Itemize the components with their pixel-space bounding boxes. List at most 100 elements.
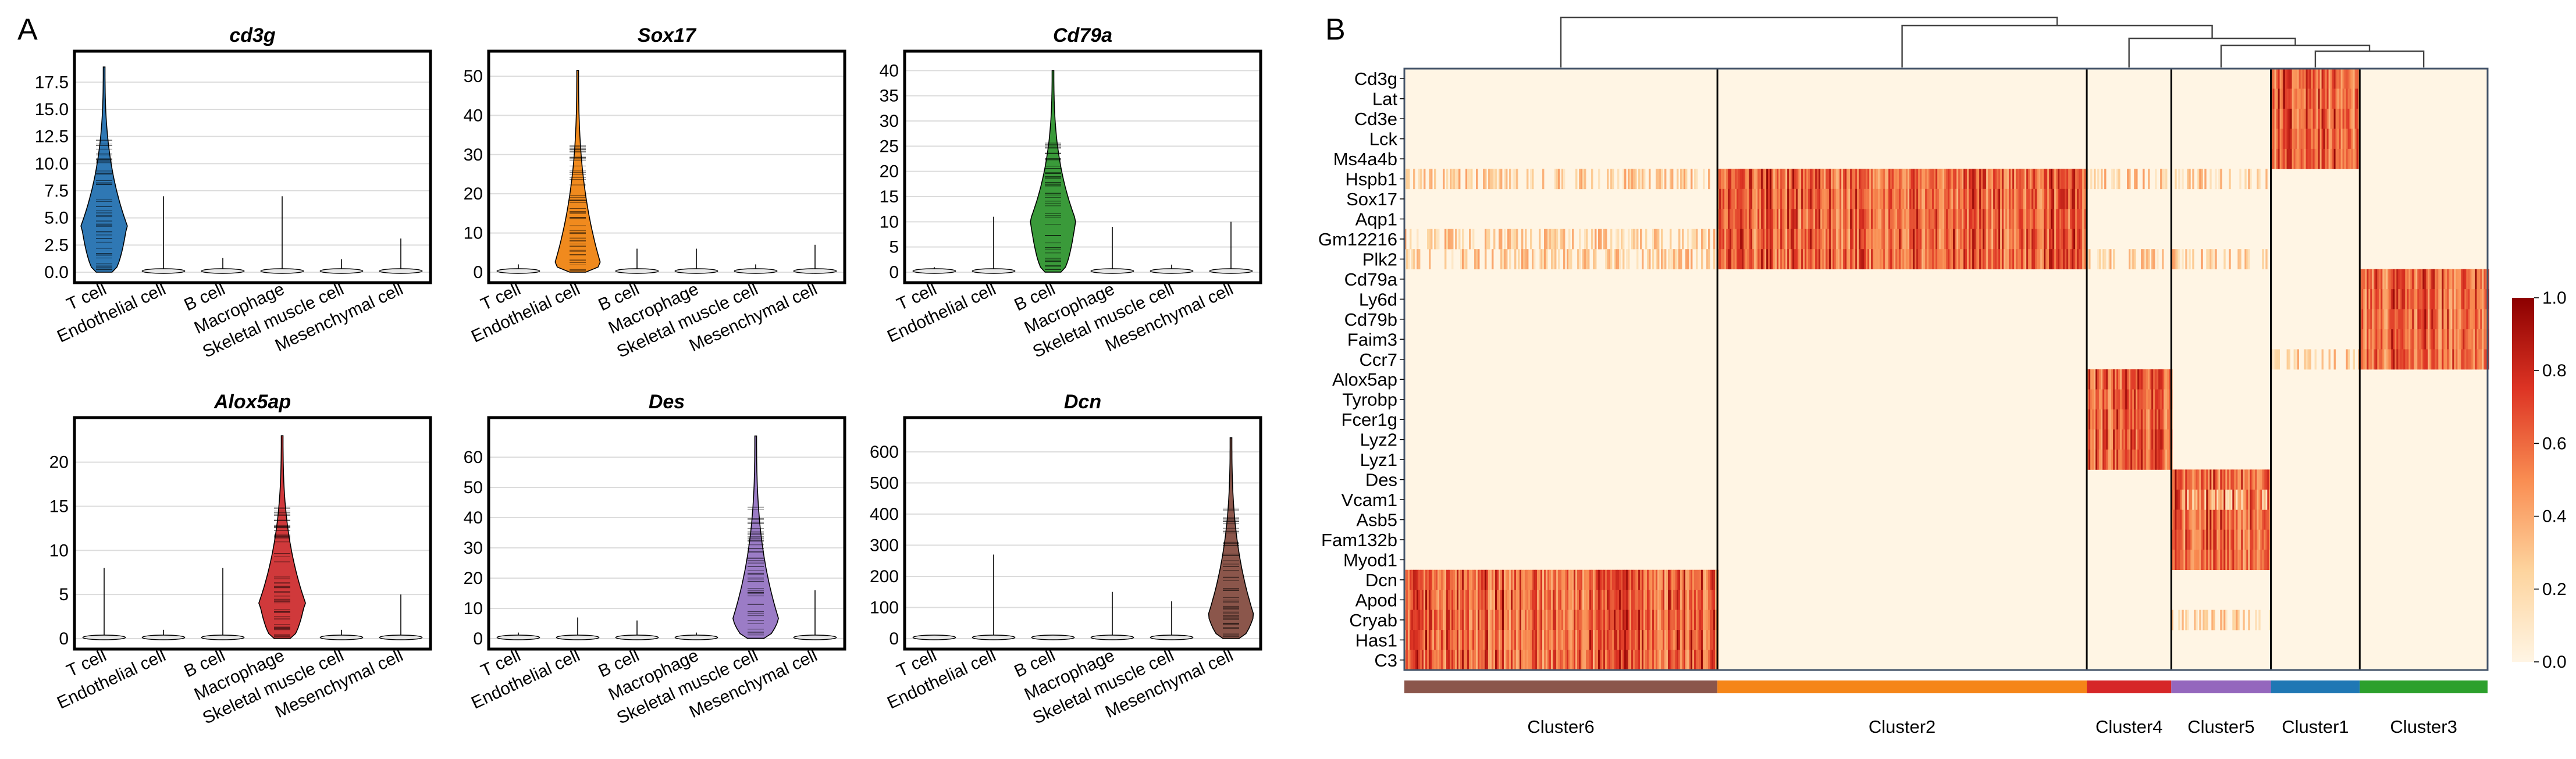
heatmap-cell — [2075, 169, 2077, 190]
heatmap-cell — [1527, 630, 1529, 650]
violin-body — [141, 268, 186, 274]
heatmap-cell — [2082, 209, 2084, 230]
heatmap-cell — [1864, 249, 1866, 270]
heatmap-cell — [2104, 409, 2107, 430]
heatmap-cell — [2000, 169, 2002, 190]
violin-skeletal-muscle-cell — [734, 264, 778, 274]
heatmap-cell — [2274, 108, 2276, 129]
heatmap-cell — [2127, 449, 2129, 470]
heatmap-cell — [2255, 469, 2257, 490]
heatmap-cell — [1609, 630, 1611, 650]
heatmap-cell — [2158, 409, 2161, 430]
heatmap-cell — [1687, 650, 1689, 671]
heatmap-cell — [1406, 590, 1408, 610]
violin-macrophage — [258, 435, 306, 639]
heatmap-cell — [2382, 269, 2385, 290]
heatmap-cell — [2073, 229, 2076, 250]
heatmap-cell — [1990, 249, 1992, 270]
heatmap-cell — [1785, 229, 1788, 250]
heatmap-cell — [1635, 590, 1637, 610]
heatmap-cell — [1948, 229, 1950, 250]
violin-body — [379, 635, 423, 640]
heatmap-cell — [2082, 188, 2084, 209]
heatmap-cell — [2332, 148, 2334, 169]
heatmap-cell — [2109, 389, 2112, 410]
heatmap-cell — [1759, 209, 1762, 230]
heatmap-cell — [1904, 209, 1906, 230]
heatmap-cell — [2208, 550, 2210, 571]
heatmap-cell — [1633, 630, 1635, 650]
heatmap-cell — [2176, 529, 2179, 550]
heatmap-cell — [1661, 630, 1663, 650]
heatmap-cell — [1813, 229, 1816, 250]
heatmap-cell — [1923, 169, 1926, 190]
heatmap-cell — [1507, 590, 1510, 610]
heatmap-cell — [1908, 188, 1910, 209]
heatmap-cell — [1749, 209, 1751, 230]
heatmap-cell — [2309, 129, 2311, 149]
violin-frame — [73, 49, 432, 284]
heatmap-cell — [1703, 650, 1705, 671]
heatmap-cell — [1671, 249, 1674, 270]
heatmap-cell — [2201, 169, 2203, 190]
heatmap-cell — [1962, 209, 1964, 230]
heatmap-cell — [1675, 630, 1677, 650]
heatmap-cell — [2167, 369, 2169, 390]
heatmap-cell — [1609, 590, 1611, 610]
heatmap-cell — [1438, 650, 1440, 671]
violin-endothelial-cell — [554, 70, 601, 273]
heatmap-cell — [1817, 229, 1819, 250]
heatmap-cell — [1448, 590, 1450, 610]
heatmap-cell — [1462, 630, 1464, 650]
heatmap-cell — [2157, 389, 2159, 410]
heatmap-cell — [2251, 469, 2254, 490]
heatmap-cell — [1670, 229, 1672, 250]
heatmap-cell — [1464, 569, 1466, 590]
heatmap-cell — [1824, 229, 1826, 250]
heatmap-cell — [2391, 289, 2393, 309]
heatmap-cell — [2351, 88, 2353, 109]
heatmap-cell — [2239, 509, 2241, 530]
heatmap-cell — [1664, 569, 1667, 590]
heatmap-cell — [2211, 550, 2214, 571]
heatmap-cell — [1671, 590, 1674, 610]
heatmap-cell — [1652, 590, 1655, 610]
heatmap-cell — [2002, 249, 2004, 270]
heatmap-cell — [2354, 108, 2357, 129]
gene-label-tyrobp: Tyrobp — [1342, 390, 1397, 410]
heatmap-cell — [2429, 329, 2432, 350]
heatmap-cell — [2088, 429, 2091, 450]
heatmap-cell — [2204, 469, 2207, 490]
heatmap-cell — [1713, 650, 1716, 671]
heatmap-cell — [1568, 569, 1571, 590]
heatmap-cell — [1915, 209, 1917, 230]
gene-label-faim3: Faim3 — [1347, 329, 1397, 350]
heatmap-cell — [1509, 650, 1511, 671]
heatmap-block-cluster1 — [2271, 69, 2360, 370]
heatmap-cell — [1621, 590, 1623, 610]
heatmap-cell — [1514, 569, 1517, 590]
heatmap-cell — [1937, 209, 1940, 230]
heatmap-cell — [1663, 590, 1665, 610]
heatmap-cell — [1532, 650, 1534, 671]
heatmap-cell — [2044, 188, 2046, 209]
heatmap-cell — [2401, 329, 2404, 350]
heatmap-cell — [1591, 630, 1593, 650]
heatmap-cell — [1873, 249, 1875, 270]
heatmap-cell — [2388, 349, 2390, 370]
heatmap-cell — [2330, 129, 2332, 149]
heatmap-cell — [1752, 169, 1755, 190]
heatmap-cell — [1528, 569, 1531, 590]
heatmap-cell — [1988, 188, 1990, 209]
heatmap-cell — [1766, 169, 1769, 190]
heatmap-cell — [1747, 169, 1749, 190]
heatmap-cell — [1694, 229, 1696, 250]
heatmap-cell — [2094, 409, 2096, 430]
heatmap-cell — [1850, 229, 1852, 250]
heatmap-cell — [2422, 349, 2425, 370]
heatmap-cell — [2305, 148, 2308, 169]
heatmap-cell — [2173, 550, 2175, 571]
heatmap-cell — [1558, 169, 1560, 190]
heatmap-cell — [1705, 630, 1707, 650]
heatmap-cell — [1705, 610, 1707, 630]
